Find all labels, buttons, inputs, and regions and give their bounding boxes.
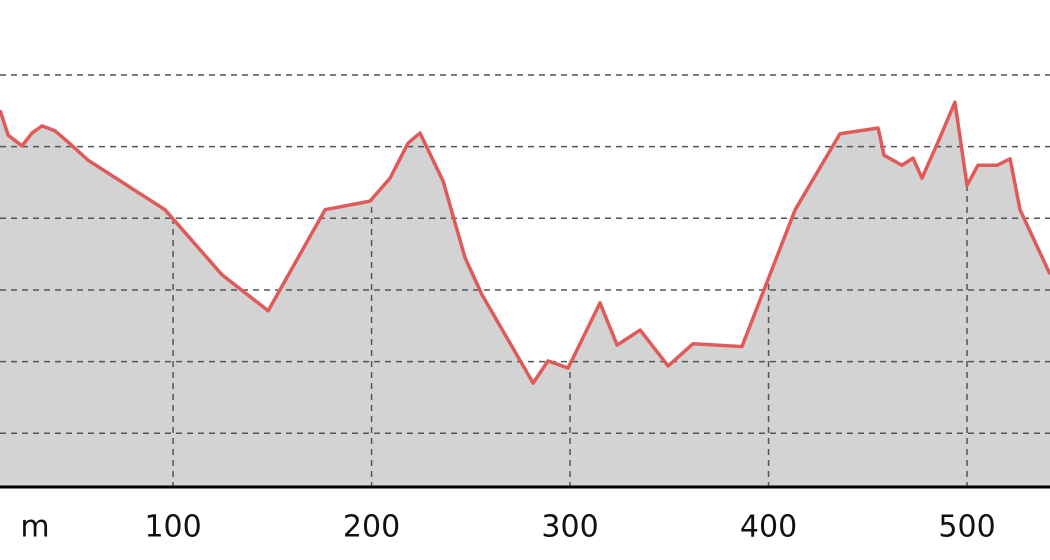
x-tick-label: 100	[144, 510, 201, 545]
x-axis-label: m	[20, 510, 49, 545]
x-tick-label: 300	[541, 510, 598, 545]
x-tick-label: 500	[938, 510, 995, 545]
x-tick-label: 400	[740, 510, 797, 545]
line	[0, 100, 1050, 385]
x-tick-label: 200	[343, 510, 400, 545]
area	[0, 102, 1050, 487]
